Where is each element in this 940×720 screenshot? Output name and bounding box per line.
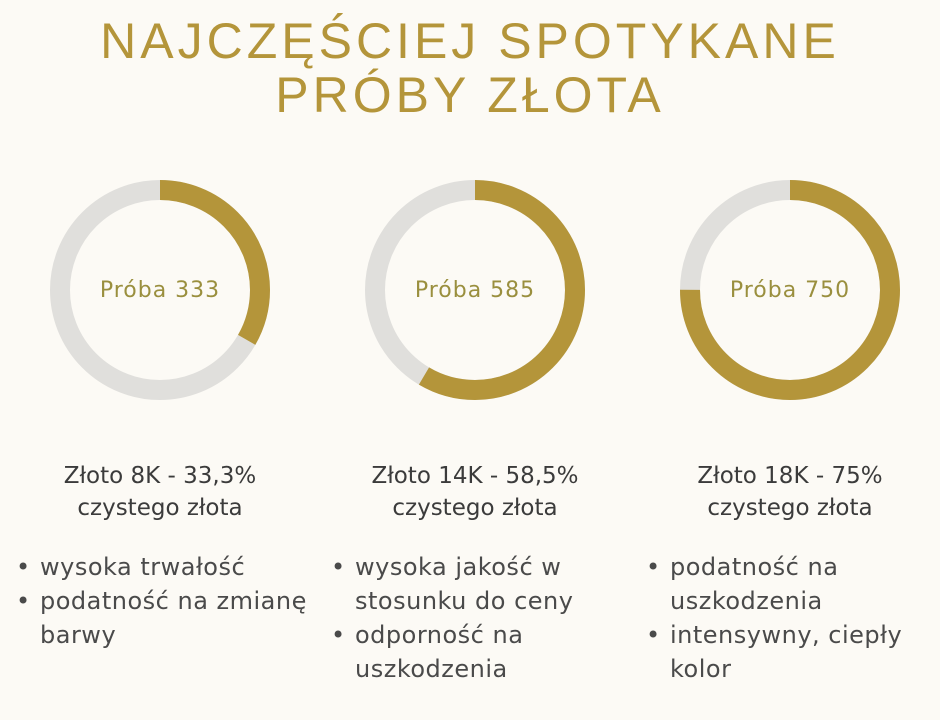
donut-svg xyxy=(680,180,900,400)
column-heading: Złoto 14K - 58,5% czystego złota xyxy=(325,460,625,524)
list-item: podatność na uszkodzenia xyxy=(640,550,940,618)
donut-chart: Próba 585 xyxy=(355,170,595,410)
heading-line-1: Złoto 18K - 75% xyxy=(697,463,883,489)
heading-line-1: Złoto 8K - 33,3% xyxy=(63,463,257,489)
list-item: intensywny, ciepły kolor xyxy=(640,618,940,686)
donut-svg xyxy=(50,180,270,400)
list-item: podatność na zmianę barwy xyxy=(10,584,310,652)
donut-label: Próba 333 xyxy=(99,277,221,303)
gold-column-585: Próba 585 Złoto 14K - 58,5% czystego zło… xyxy=(325,170,625,686)
feature-list: wysoka trwałość podatność na zmianę barw… xyxy=(10,550,310,652)
heading-line-2: czystego złota xyxy=(392,495,558,521)
donut-value-arc xyxy=(365,180,585,400)
list-item: wysoka trwałość xyxy=(10,550,310,584)
list-item: odporność na uszkodzenia xyxy=(325,618,625,686)
list-item: wysoka jakość w stosunku do ceny xyxy=(325,550,625,618)
heading-line-1: Złoto 14K - 58,5% xyxy=(371,463,579,489)
gold-column-333: Próba 333 Złoto 8K - 33,3% czystego złot… xyxy=(10,170,310,652)
donut-label: Próba 750 xyxy=(729,277,851,303)
page-title: NAJCZĘŚCIEJ SPOTYKANE PRÓBY ZŁOTA xyxy=(0,14,940,122)
column-heading: Złoto 8K - 33,3% czystego złota xyxy=(10,460,310,524)
donut-value-arc xyxy=(50,180,270,400)
donut-svg xyxy=(365,180,585,400)
gold-column-750: Próba 750 Złoto 18K - 75% czystego złota… xyxy=(640,170,940,686)
donut-label: Próba 585 xyxy=(414,277,536,303)
donut-chart: Próba 750 xyxy=(670,170,910,410)
heading-line-2: czystego złota xyxy=(707,495,873,521)
feature-list: wysoka jakość w stosunku do ceny odporno… xyxy=(325,550,625,686)
title-line-2: PRÓBY ZŁOTA xyxy=(275,67,665,123)
donut-value-arc xyxy=(680,180,900,400)
title-line-1: NAJCZĘŚCIEJ SPOTYKANE xyxy=(100,13,840,69)
donut-chart: Próba 333 xyxy=(40,170,280,410)
column-heading: Złoto 18K - 75% czystego złota xyxy=(640,460,940,524)
feature-list: podatność na uszkodzenia intensywny, cie… xyxy=(640,550,940,686)
heading-line-2: czystego złota xyxy=(77,495,243,521)
